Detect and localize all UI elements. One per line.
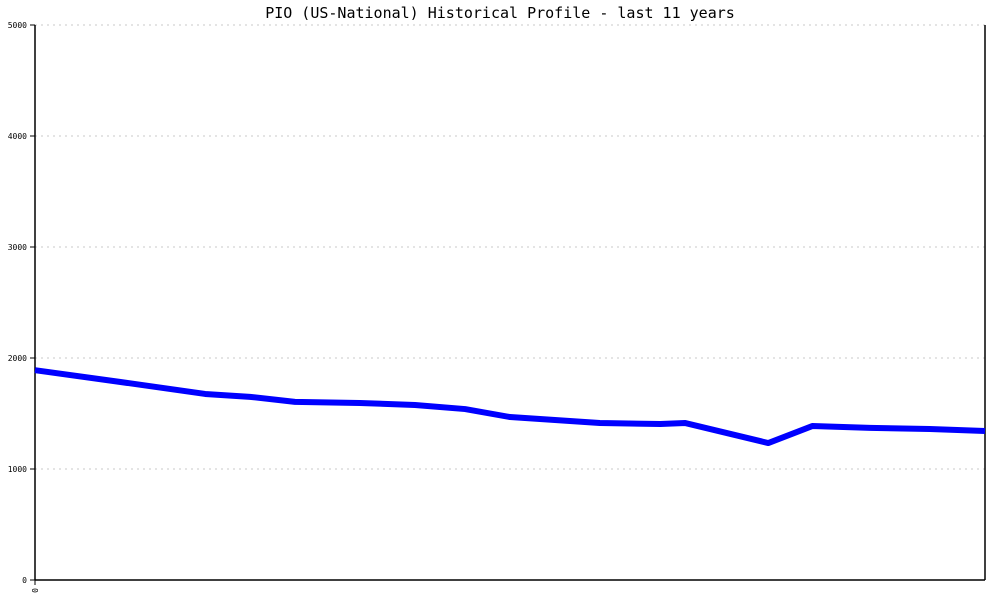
y-tick-label: 2000 bbox=[8, 354, 27, 363]
x-tick-label: 0 bbox=[31, 588, 40, 593]
plot-area bbox=[35, 25, 985, 580]
chart-title: PIO (US-National) Historical Profile - l… bbox=[265, 4, 735, 22]
y-tick-label: 4000 bbox=[8, 132, 27, 141]
y-tick-label: 3000 bbox=[8, 243, 27, 252]
y-tick-label: 0 bbox=[22, 576, 27, 585]
y-tick-label: 1000 bbox=[8, 465, 27, 474]
y-tick-label: 5000 bbox=[8, 21, 27, 30]
series-line bbox=[34, 367, 986, 447]
